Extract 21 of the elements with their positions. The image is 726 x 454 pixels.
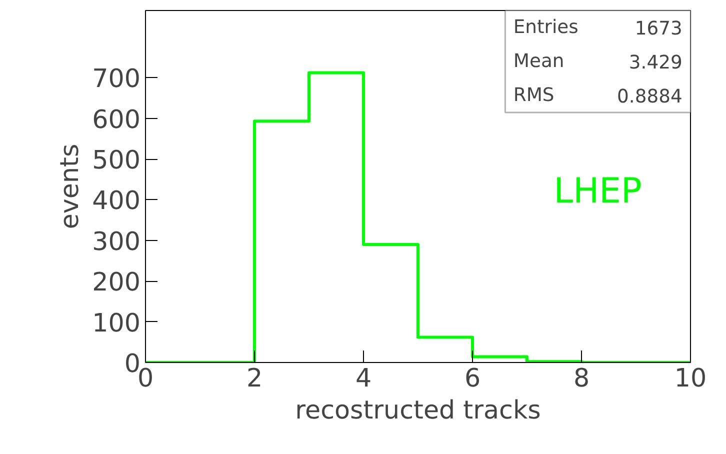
annotation: 0.8884 [617, 86, 682, 108]
annotation: 3.429 [628, 52, 682, 74]
y-axis-title: events [54, 144, 84, 230]
annotation: 1673 [634, 18, 682, 40]
y-tick-label: 100 [92, 307, 140, 338]
annotation: LHEP [554, 172, 642, 212]
x-tick-label: 6 [464, 362, 481, 392]
x-tick-label: 2 [246, 362, 263, 392]
y-tick-label: 400 [92, 185, 140, 216]
y-tick-label: 600 [92, 104, 140, 134]
y-tick-label: 200 [92, 266, 140, 297]
y-tick-label: 300 [92, 226, 140, 256]
x-tick-label: 8 [573, 362, 590, 392]
annotation: Entries [513, 17, 578, 38]
y-tick-label: 700 [92, 63, 140, 94]
x-tick-label: 10 [674, 362, 707, 392]
x-tick-label: 4 [355, 362, 372, 392]
annotation: Mean [513, 51, 564, 72]
x-axis-title: recostructed tracks [295, 394, 541, 424]
y-tick-label: 500 [92, 144, 140, 175]
annotation: RMS [513, 85, 554, 106]
